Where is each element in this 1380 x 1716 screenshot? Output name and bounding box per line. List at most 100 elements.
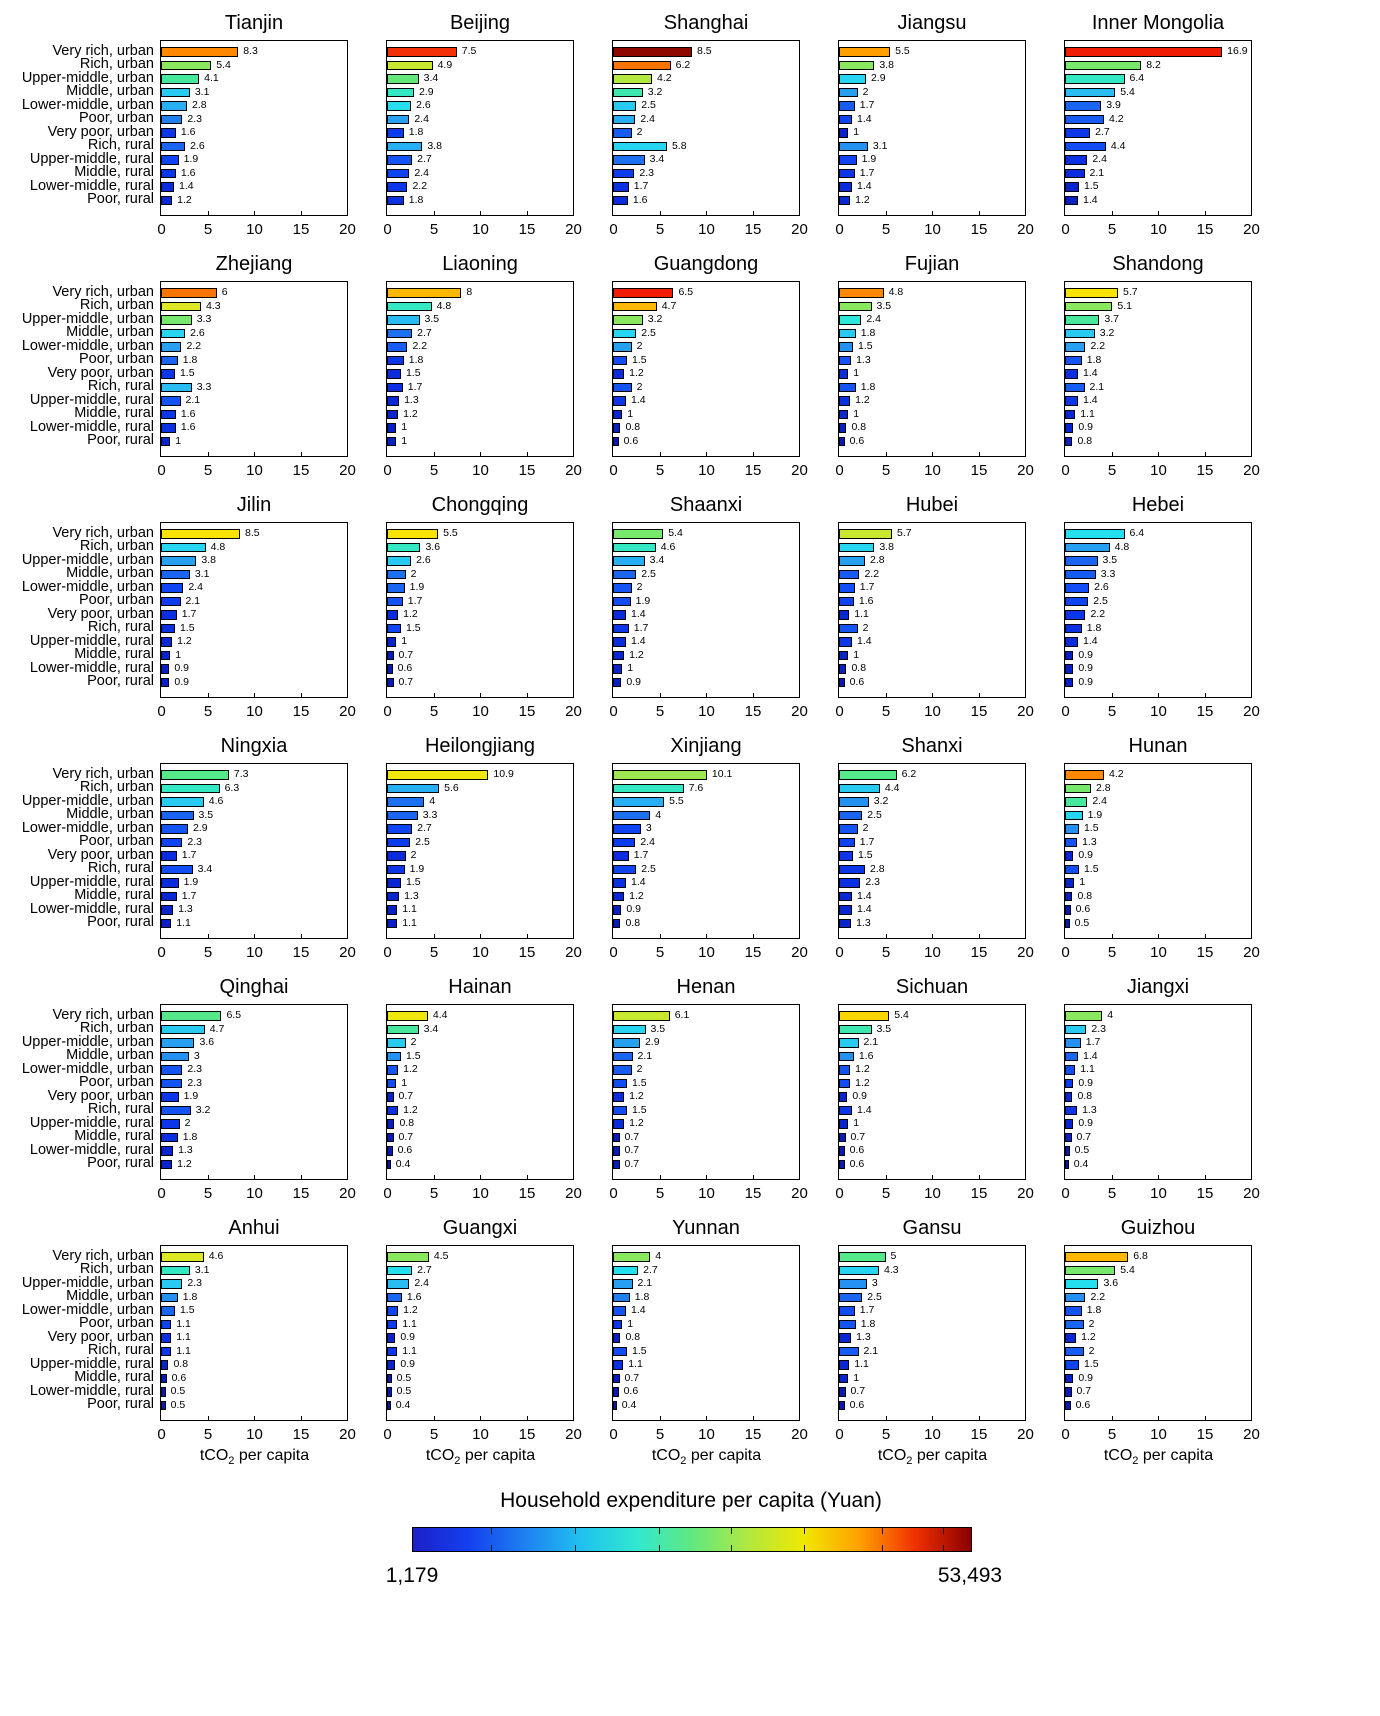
- bar: [387, 409, 399, 419]
- bar: [1065, 114, 1105, 124]
- bar: [613, 1400, 617, 1410]
- bar-value-label: 4.4: [432, 1009, 448, 1021]
- bar: [1065, 1265, 1116, 1275]
- x-tick-label: 0: [835, 221, 844, 238]
- bar: [387, 1092, 394, 1102]
- bar-value-label: 1.9: [861, 153, 877, 165]
- bar-value-label: 3.2: [195, 1103, 211, 1116]
- x-tick-label: 10: [1150, 221, 1167, 238]
- x-tick-label: 20: [791, 221, 808, 238]
- bar-value-label: 0.6: [849, 1398, 865, 1411]
- bar-value-label: 1.8: [860, 326, 876, 339]
- bar: [839, 556, 866, 566]
- bar: [387, 1024, 419, 1034]
- bar-value-label: 2.3: [639, 166, 654, 179]
- bar-value-label: 3.5: [876, 1022, 892, 1035]
- bar-value-label: 0.8: [399, 1117, 415, 1129]
- bar-value-label: 1.2: [855, 394, 870, 406]
- axis-tick: [300, 693, 302, 697]
- bar-value-label: 2: [184, 1117, 191, 1129]
- bar: [1065, 770, 1105, 780]
- bar-value-label: 6: [221, 286, 228, 298]
- bar: [1065, 301, 1113, 311]
- x-tick-label: 0: [835, 944, 844, 961]
- bar-value-label: 4: [655, 1250, 662, 1262]
- bar-value-label: 2: [862, 621, 869, 634]
- bar-value-label: 8.5: [245, 527, 260, 539]
- bar-value-label: 4.5: [433, 1250, 449, 1262]
- bar-value-label: 0.6: [849, 675, 865, 688]
- bar-value-label: 1.5: [631, 1344, 647, 1357]
- bar-value-label: 1.7: [859, 835, 875, 848]
- category-label: Upper-middle, urban: [21, 310, 154, 327]
- bar-value-label: 1.7: [859, 166, 875, 179]
- x-axis-ticks: 0 5 10 15 20: [383, 216, 582, 240]
- bar-value-label: 1.1: [176, 1331, 191, 1343]
- axis-tick: [978, 1175, 980, 1179]
- x-tick-label: 10: [472, 221, 489, 238]
- bar-value-label: 3.6: [1103, 1277, 1119, 1289]
- bar: [387, 1360, 396, 1370]
- bar: [1065, 1024, 1087, 1034]
- axis-tick: [480, 1416, 481, 1420]
- bar-value-label: 1.2: [177, 635, 192, 647]
- bar-value-label: 0.8: [625, 916, 641, 929]
- x-tick-label: 0: [157, 1426, 166, 1443]
- bar: [161, 1265, 190, 1275]
- bar: [1065, 1092, 1073, 1102]
- bar: [161, 583, 184, 593]
- chart-panel-henan: Henan 6.1 3.5 2.9 2.1 2 1.5 1.2 1.5 1.2 0.7 0.7 0.7 0…: [609, 970, 838, 1204]
- category-label: Poor, rural: [87, 1155, 154, 1171]
- category-label: Rich, urban: [79, 1261, 154, 1277]
- x-tick-label: 15: [744, 1185, 762, 1202]
- x-tick-label: 20: [791, 1426, 808, 1443]
- bar: [613, 382, 632, 392]
- bar: [1065, 650, 1074, 660]
- x-axis-label-text: per capita: [686, 1447, 762, 1464]
- plot-area: 5.7 5.1 3.7 3.2 2.2 1.8 1.4 2.1 1.4 1.1 0.9 0.8: [1064, 281, 1252, 457]
- bar: [1065, 288, 1118, 298]
- x-tick-label: 15: [970, 1426, 988, 1443]
- x-tick-label: 20: [791, 462, 808, 479]
- bar-value-label: 3: [871, 1277, 878, 1289]
- x-tick-label: 5: [1107, 1426, 1117, 1443]
- panel-title: Beijing: [449, 12, 511, 34]
- x-axis-label-text: tCO: [199, 1447, 229, 1464]
- x-tick-label: 5: [655, 944, 665, 961]
- x-tick-label: 5: [881, 944, 891, 961]
- bar: [1065, 409, 1076, 419]
- bar: [839, 1319, 856, 1329]
- category-label: Very poor, urban: [47, 1087, 154, 1104]
- bar-value-label: 1.8: [182, 353, 198, 366]
- bar-value-label: 1.7: [633, 180, 649, 192]
- x-axis-ticks: 0 5 10 15 20: [383, 939, 582, 963]
- x-tick-label: 20: [339, 462, 356, 479]
- axis-tick: [526, 452, 528, 456]
- x-tick-label: 5: [655, 1426, 665, 1443]
- axis-tick: [659, 211, 661, 215]
- x-tick-label: 5: [655, 462, 665, 479]
- bar: [839, 569, 860, 579]
- bar: [613, 596, 631, 606]
- axis-tick: [433, 934, 435, 938]
- x-tick-label: 0: [835, 703, 844, 720]
- bar-value-label: 2.7: [417, 153, 432, 165]
- bar-value-label: 1.8: [408, 126, 424, 138]
- category-label: Rich, urban: [79, 1020, 154, 1036]
- category-label: Very poor, urban: [47, 846, 154, 863]
- bar: [387, 369, 401, 379]
- axis-tick: [978, 211, 980, 215]
- x-tick-label: 0: [609, 1185, 618, 1202]
- plot-area: 4 2.3 1.7 1.4 1.1 0.9 0.8 1.3 0.9 0.7 0.5 0.4: [1064, 1004, 1252, 1180]
- bar-value-label: 2.1: [1089, 380, 1105, 393]
- bar: [839, 87, 858, 97]
- bar: [613, 650, 625, 660]
- bar: [839, 677, 845, 687]
- bar-value-label: 2.3: [187, 112, 202, 125]
- category-label: Lower-middle, urban: [21, 337, 154, 354]
- x-axis-ticks: 0 5 10 15 20: [609, 457, 808, 481]
- bar-value-label: 2.3: [187, 835, 202, 848]
- bar: [613, 797, 665, 807]
- bar-value-label: 1: [853, 126, 860, 138]
- category-label: Middle, urban: [66, 1047, 154, 1063]
